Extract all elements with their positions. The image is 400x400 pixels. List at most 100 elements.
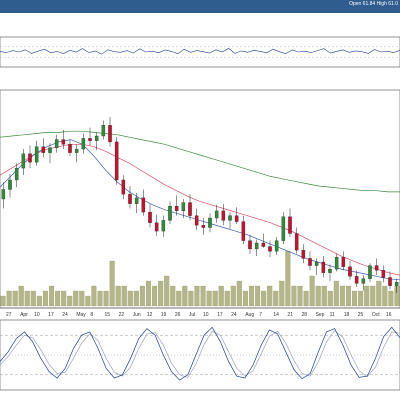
candle bbox=[281, 212, 286, 245]
date-tick-label: 17 bbox=[217, 312, 223, 318]
candle bbox=[221, 203, 226, 226]
candle bbox=[108, 116, 112, 147]
volume-bar bbox=[248, 285, 255, 307]
volume-bar bbox=[212, 290, 218, 307]
candle-body bbox=[294, 233, 299, 251]
candle bbox=[141, 189, 146, 216]
volume-bar bbox=[115, 285, 121, 307]
volume-bar bbox=[182, 285, 188, 307]
candle bbox=[194, 208, 199, 230]
candle-body bbox=[14, 167, 19, 181]
oscillator-top-line bbox=[0, 48, 400, 55]
volume-bar bbox=[321, 285, 327, 307]
candle bbox=[168, 201, 172, 224]
date-tick-label: 22 bbox=[119, 312, 125, 318]
volume-bar bbox=[103, 290, 109, 307]
volume-bar bbox=[121, 285, 127, 307]
candle-body bbox=[341, 257, 346, 267]
volume-bar bbox=[352, 290, 358, 307]
date-tick-label: 26 bbox=[175, 312, 181, 318]
chart-header-bar: Open 61.84 High 61.0 bbox=[0, 0, 400, 13]
candle bbox=[154, 214, 159, 236]
volume-bar bbox=[170, 285, 176, 307]
date-tick-label: May bbox=[76, 312, 86, 318]
candle-body bbox=[21, 153, 26, 169]
volume-bar bbox=[345, 285, 352, 307]
candle bbox=[328, 264, 332, 282]
volume-bar bbox=[394, 285, 400, 307]
stochastic-panel bbox=[0, 319, 400, 391]
volume-bar bbox=[388, 290, 394, 307]
candle bbox=[201, 218, 206, 235]
candle bbox=[68, 139, 72, 157]
volume-bar bbox=[97, 290, 103, 307]
candle-body bbox=[314, 261, 319, 266]
candle bbox=[101, 120, 106, 140]
candle-body bbox=[114, 141, 119, 181]
candle-body bbox=[228, 215, 232, 221]
candle-body bbox=[194, 215, 199, 226]
candle bbox=[28, 145, 32, 169]
candle-body bbox=[74, 148, 79, 153]
date-tick-label: 12 bbox=[147, 312, 153, 318]
volume-bar bbox=[30, 290, 36, 307]
candle-body bbox=[214, 210, 219, 219]
candle-body bbox=[368, 265, 372, 279]
volume-bar bbox=[370, 285, 376, 307]
candle-body bbox=[188, 202, 192, 216]
candle-body bbox=[334, 257, 339, 270]
candle bbox=[74, 144, 79, 163]
date-tick-label: Oct bbox=[372, 312, 380, 318]
ma-mid-line bbox=[0, 143, 400, 276]
candle-body bbox=[101, 125, 106, 137]
ma-long-line bbox=[0, 130, 400, 193]
volume-bar bbox=[6, 290, 12, 307]
candle-body bbox=[88, 138, 92, 141]
volume-bar bbox=[327, 290, 333, 307]
candle bbox=[381, 265, 386, 283]
volume-bar bbox=[261, 290, 267, 307]
volume-bar bbox=[0, 295, 6, 307]
volume-bar bbox=[42, 290, 48, 307]
date-tick-label: 8 bbox=[90, 312, 93, 318]
date-tick-label: 18 bbox=[344, 312, 350, 318]
candle-body bbox=[381, 270, 386, 278]
candle-body bbox=[181, 202, 186, 212]
candle-body bbox=[154, 222, 159, 232]
volume-bar bbox=[218, 285, 224, 307]
volume-bar bbox=[73, 290, 79, 307]
volume-bar bbox=[145, 280, 152, 307]
candle-body bbox=[81, 138, 86, 150]
candle-body bbox=[254, 242, 259, 250]
stochastic-line bbox=[0, 326, 400, 381]
volume-bar bbox=[188, 290, 194, 307]
volume-bar bbox=[333, 280, 339, 307]
volume-bar bbox=[236, 280, 242, 307]
candle-body bbox=[201, 225, 206, 228]
volume-bar bbox=[194, 285, 200, 307]
candle bbox=[228, 212, 232, 229]
candle-body bbox=[248, 240, 252, 250]
candle bbox=[181, 199, 186, 219]
date-tick-label: 14 bbox=[273, 312, 279, 318]
candle-body bbox=[394, 282, 399, 286]
candle-body bbox=[8, 179, 12, 190]
candle bbox=[268, 240, 272, 258]
candle-body bbox=[208, 217, 212, 228]
candle bbox=[48, 143, 52, 164]
candle bbox=[81, 133, 86, 154]
volume-bar bbox=[18, 285, 24, 307]
volume-bar bbox=[36, 295, 42, 307]
volume-bar bbox=[242, 290, 248, 307]
candle bbox=[368, 263, 372, 283]
candle bbox=[121, 175, 126, 199]
date-tick-label: 21 bbox=[287, 312, 293, 318]
candle bbox=[21, 149, 26, 176]
candle bbox=[174, 195, 179, 216]
volume-bar bbox=[291, 285, 297, 307]
volume-bar bbox=[224, 290, 230, 307]
volume-bar bbox=[309, 275, 315, 307]
candle-body bbox=[108, 125, 112, 143]
candle bbox=[348, 260, 352, 280]
volume-bar bbox=[164, 275, 170, 307]
